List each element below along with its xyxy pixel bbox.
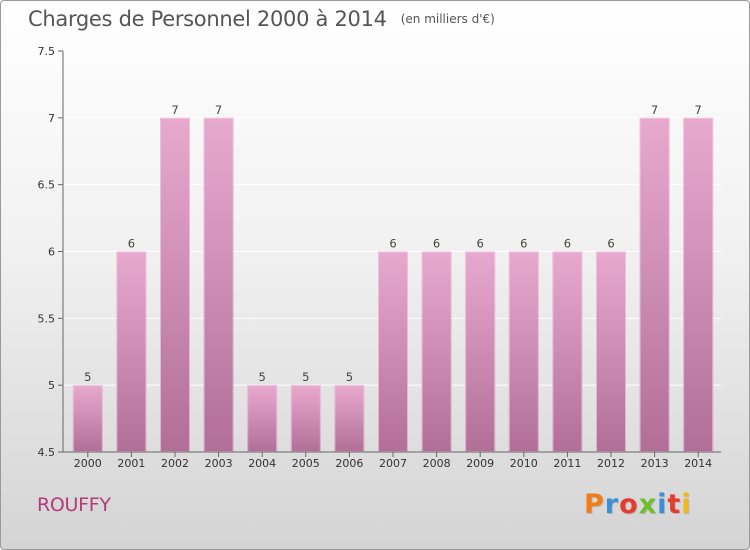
bar	[160, 117, 190, 452]
chart-subtitle: (en milliers d'€)	[400, 12, 495, 26]
data-label: 6	[477, 237, 484, 251]
logo-letter: i	[657, 489, 668, 520]
data-label: 5	[84, 370, 91, 384]
data-label: 5	[346, 370, 353, 384]
x-tick-label: 2013	[641, 457, 669, 470]
x-tick-label: 2010	[510, 457, 538, 470]
bar	[247, 385, 278, 452]
logo-letter: P	[584, 489, 605, 520]
data-label: 6	[389, 237, 396, 251]
bar	[290, 385, 321, 452]
bar	[465, 251, 496, 452]
bar	[639, 117, 670, 452]
commune-name: ROUFFY	[37, 494, 111, 516]
data-label: 7	[215, 103, 222, 117]
y-tick-label: 7.5	[38, 45, 56, 58]
bar	[334, 385, 365, 452]
y-tick-label: 5.5	[38, 312, 56, 325]
data-label: 7	[695, 103, 702, 117]
bar	[596, 251, 626, 452]
x-tick-label: 2011	[553, 457, 581, 470]
logo-letter: r	[604, 489, 620, 520]
proxiti-logo: Proxiti	[584, 489, 692, 520]
x-tick-label: 2003	[205, 457, 233, 470]
bar	[72, 385, 103, 452]
logo-letter: t	[667, 489, 682, 520]
data-label: 6	[564, 237, 571, 251]
x-tick-label: 2007	[379, 457, 407, 470]
y-tick-label: 6	[48, 246, 55, 259]
chart-title: Charges de Personnel 2000 à 2014	[28, 7, 387, 31]
logo-letter: i	[681, 489, 692, 520]
data-label: 5	[259, 370, 266, 384]
x-tick-label: 2000	[74, 457, 102, 470]
y-tick-label: 4.5	[38, 446, 56, 459]
bar	[116, 251, 147, 452]
logo-letter: x	[638, 489, 658, 520]
bar	[508, 251, 539, 452]
x-tick-label: 2004	[248, 457, 276, 470]
data-label: 6	[433, 237, 440, 251]
data-label: 6	[607, 237, 614, 251]
bar	[203, 117, 234, 452]
x-tick-label: 2008	[423, 457, 451, 470]
x-tick-label: 2014	[684, 457, 712, 470]
y-tick-label: 5	[48, 379, 55, 392]
x-tick-label: 2002	[161, 457, 189, 470]
bar	[552, 251, 583, 452]
data-label: 7	[651, 103, 658, 117]
data-label: 7	[171, 103, 178, 117]
y-tick-label: 6.5	[38, 179, 56, 192]
bar	[683, 117, 714, 452]
logo-letter: o	[619, 489, 639, 520]
data-label: 5	[302, 370, 309, 384]
data-label: 6	[520, 237, 527, 251]
bar	[378, 251, 408, 452]
data-label: 6	[128, 237, 135, 251]
x-tick-label: 2006	[335, 457, 363, 470]
x-tick-label: 2005	[292, 457, 320, 470]
x-tick-label: 2009	[466, 457, 494, 470]
x-tick-label: 2001	[117, 457, 145, 470]
y-tick-label: 7	[48, 112, 55, 125]
title-row: Charges de Personnel 2000 à 2014 (en mill…	[28, 7, 495, 31]
bar	[421, 251, 452, 452]
x-tick-label: 2012	[597, 457, 625, 470]
